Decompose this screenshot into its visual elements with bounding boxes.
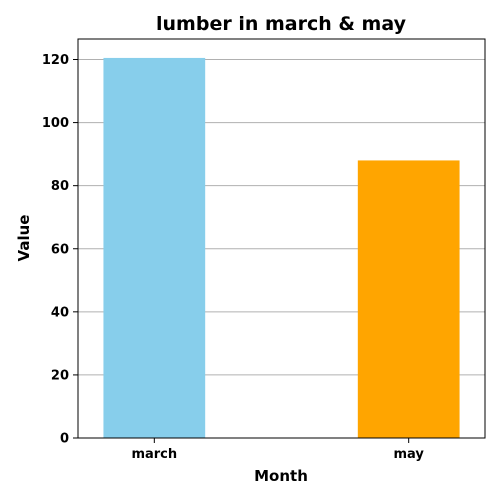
bar-may [357,160,460,438]
y-tick-label: 0 [60,432,69,447]
y-axis-ticks: 0 20 40 60 80 100 120 [42,53,78,447]
chart-title: lumber in march & may [156,13,407,35]
y-tick-label: 120 [42,53,69,68]
y-tick-label: 20 [51,368,69,383]
x-tick-label: may [393,447,424,462]
x-axis-label: Month [254,467,308,485]
y-axis-label: Value [15,215,33,262]
y-tick-label: 60 [51,242,69,257]
x-axis-ticks: march may [131,438,424,462]
y-tick-label: 80 [51,179,69,194]
y-tick-label: 40 [51,305,69,320]
bar-march [103,57,206,439]
bars [103,57,460,439]
x-tick-label: march [131,447,177,462]
y-tick-label: 100 [42,116,69,131]
plot-frame [77,38,486,439]
